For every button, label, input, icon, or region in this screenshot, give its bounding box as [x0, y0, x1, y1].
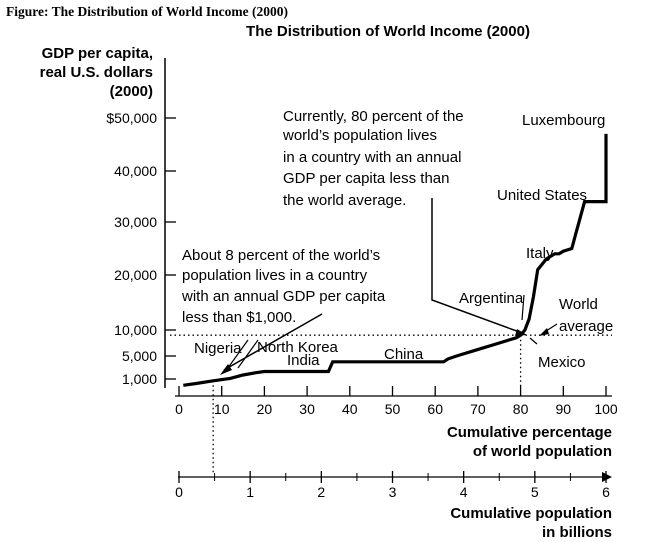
label-nigeria: Nigeria [194, 340, 242, 357]
label-world-average-1: World [559, 296, 598, 313]
x-tick-label: 30 [299, 401, 315, 417]
label-north-korea: North Korea [257, 339, 339, 356]
x2-axis-label-line-2: in billions [542, 524, 612, 541]
x2-tick-label: 5 [531, 484, 539, 500]
annotation-80-line-3: in a country with an annual [283, 149, 461, 166]
leader-north-korea [237, 339, 259, 369]
x-tick-label: 100 [594, 401, 618, 417]
label-italy: Italy [526, 245, 554, 262]
leader-mexico [529, 337, 538, 345]
x2-axis-ticks: 0 1 2 3 4 5 6 [175, 471, 610, 500]
x-axis-label-line-1: Cumulative percentage [447, 424, 612, 441]
annotation-80-line-2: world’s population lives [282, 127, 437, 144]
x-tick-label: 90 [556, 401, 572, 417]
y-tick-label: 10,000 [114, 322, 157, 338]
y-axis-label-line-2: real U.S. dollars [40, 64, 153, 81]
annotation-80-leader [431, 198, 523, 334]
y-axis-label-line-1: GDP per capita, [42, 45, 153, 62]
y-tick-label: $50,000 [106, 110, 157, 126]
y-tick-label: 5,000 [122, 348, 157, 364]
label-luxembourg: Luxembourg [522, 112, 605, 129]
x-tick-label: 0 [175, 401, 183, 417]
label-united-states: United States [497, 187, 587, 204]
y-axis-label-line-3: (2000) [110, 83, 153, 100]
x-tick-label: 70 [470, 401, 486, 417]
x2-tick-label: 0 [175, 484, 183, 500]
x2-axis-label: Cumulative population in billions [450, 505, 612, 541]
y-axis-label: GDP per capita, real U.S. dollars (2000) [40, 45, 153, 100]
x2-tick-label: 3 [389, 484, 397, 500]
annotation-8-percent: About 8 percent of the world’s populatio… [181, 247, 386, 375]
x2-axis-label-line-1: Cumulative population [450, 505, 612, 522]
label-argentina: Argentina [459, 290, 524, 307]
x-tick-label: 20 [257, 401, 273, 417]
annotation-8-line-4: less than $1,000. [182, 309, 296, 326]
label-india: India [287, 352, 320, 369]
x-tick-label: 80 [513, 401, 529, 417]
annotation-80-line-1: Currently, 80 percent of the [283, 108, 464, 125]
y-tick-label: 40,000 [114, 163, 157, 179]
income-distribution-line [183, 133, 608, 387]
x2-tick-label: 2 [317, 484, 325, 500]
annotation-8-line-1: About 8 percent of the world’s [182, 247, 380, 264]
x-tick-label: 10 [214, 401, 230, 417]
y-axis-ticks: 1,000 5,000 10,000 20,000 30,000 40,000 $50,00… [106, 110, 176, 387]
x-axis-label: Cumulative percentage of world populatio… [447, 424, 612, 460]
annotation-80-arrow-icon [515, 329, 527, 336]
x-axis-label-line-2: of world population [473, 443, 612, 460]
x-tick-label: 60 [427, 401, 443, 417]
label-mexico: Mexico [538, 354, 586, 371]
country-labels: Luxembourg United States Italy Argentina… [194, 112, 613, 373]
world-average-arrow-icon [539, 328, 549, 336]
x2-axis-arrow-icon [602, 472, 612, 482]
y-tick-label: 20,000 [114, 267, 157, 283]
annotation-8-leader [223, 313, 323, 371]
x2-tick-label: 6 [602, 484, 610, 500]
chart-title: The Distribution of World Income (2000) [246, 23, 530, 40]
y-tick-label: 30,000 [114, 214, 157, 230]
leader-nigeria [224, 339, 249, 373]
x-tick-label: 40 [342, 401, 358, 417]
x-tick-label: 50 [385, 401, 401, 417]
label-world-average-2: average [559, 318, 613, 335]
figure-caption: Figure: The Distribution of World Income… [6, 4, 288, 19]
label-china: China [384, 346, 424, 363]
leader-argentina [521, 294, 525, 321]
x-axis-ticks: 0 10 20 30 40 50 60 70 80 90 100 [175, 386, 618, 417]
annotation-80-line-5: the world average. [283, 192, 406, 209]
annotation-8-line-2: population lives in a country [182, 267, 368, 284]
annotation-80-percent: Currently, 80 percent of the world’s pop… [282, 108, 527, 336]
x2-tick-label: 4 [460, 484, 468, 500]
y-tick-label: 1,000 [122, 371, 157, 387]
annotation-80-line-4: GDP per capita less than [283, 170, 449, 187]
annotation-8-line-3: with an annual GDP per capita [181, 288, 386, 305]
x2-tick-label: 1 [246, 484, 254, 500]
